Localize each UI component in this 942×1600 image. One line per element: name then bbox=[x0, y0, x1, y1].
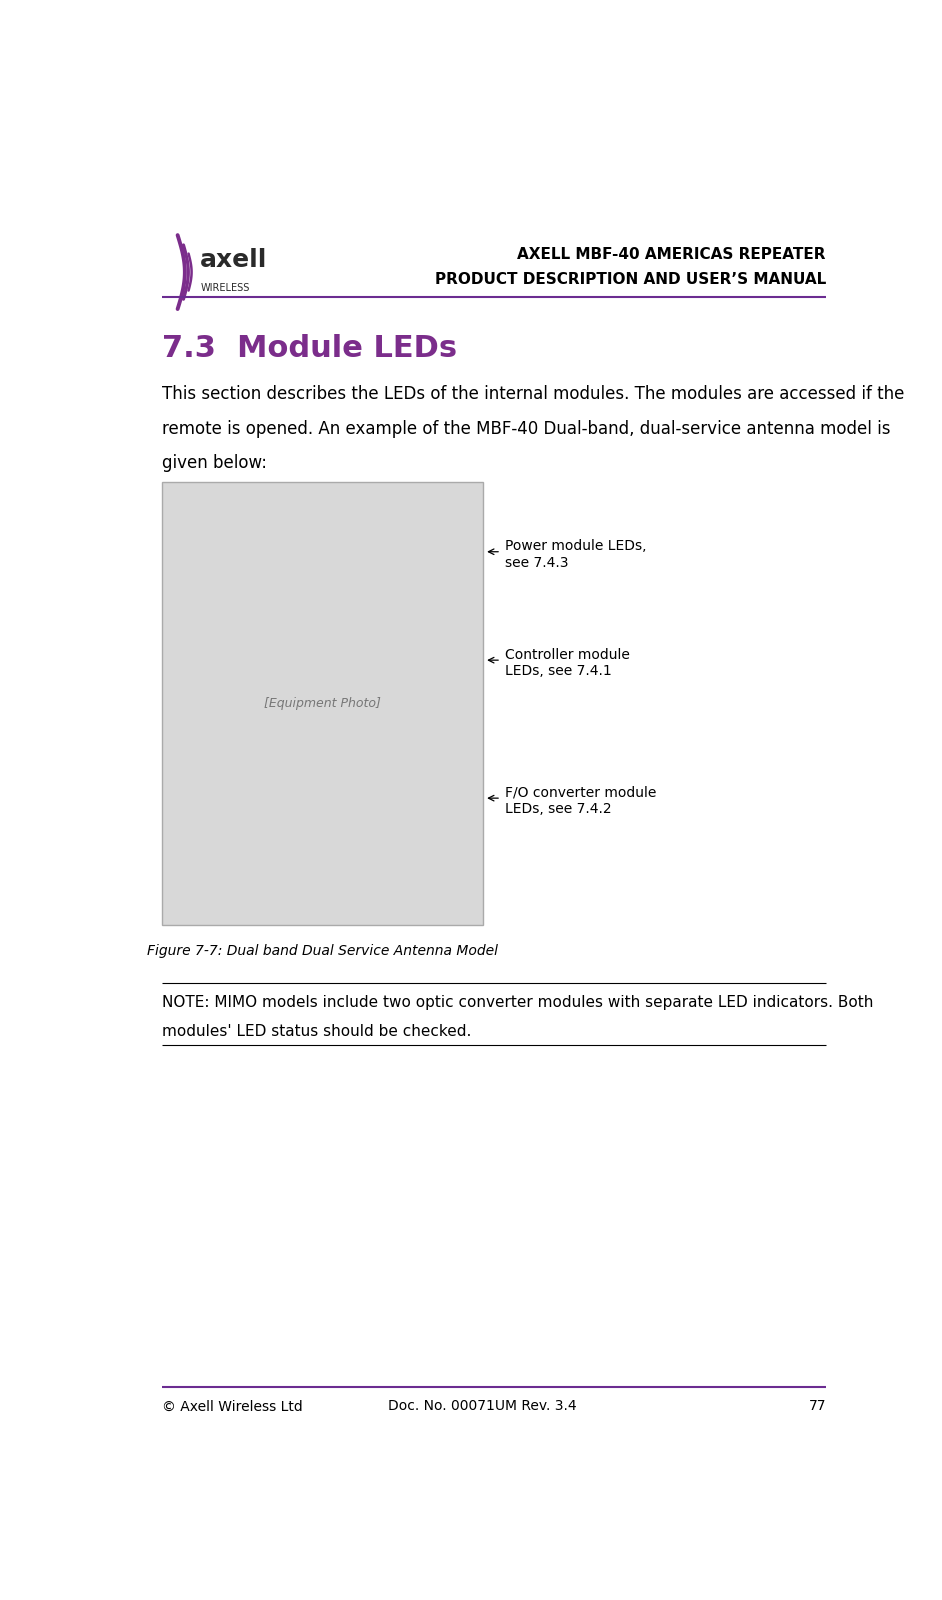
Text: remote is opened. An example of the MBF-40 Dual-band, dual-service antenna model: remote is opened. An example of the MBF-… bbox=[162, 419, 890, 438]
Text: AXELL MBF-40 AMERICAS REPEATER: AXELL MBF-40 AMERICAS REPEATER bbox=[517, 248, 826, 262]
Text: Figure 7-7: Dual band Dual Service Antenna Model: Figure 7-7: Dual band Dual Service Anten… bbox=[147, 944, 497, 957]
Text: [Equipment Photo]: [Equipment Photo] bbox=[264, 696, 381, 710]
Text: modules' LED status should be checked.: modules' LED status should be checked. bbox=[162, 1024, 471, 1038]
Text: NOTE: MIMO models include two optic converter modules with separate LED indicato: NOTE: MIMO models include two optic conv… bbox=[162, 995, 873, 1010]
FancyBboxPatch shape bbox=[162, 482, 483, 925]
Text: WIRELESS: WIRELESS bbox=[201, 283, 250, 293]
Text: given below:: given below: bbox=[162, 454, 267, 472]
Text: This section describes the LEDs of the internal modules. The modules are accesse: This section describes the LEDs of the i… bbox=[162, 386, 904, 403]
Text: PRODUCT DESCRIPTION AND USER’S MANUAL: PRODUCT DESCRIPTION AND USER’S MANUAL bbox=[434, 272, 826, 286]
Text: Controller module
LEDs, see 7.4.1: Controller module LEDs, see 7.4.1 bbox=[505, 648, 629, 678]
Text: F/O converter module
LEDs, see 7.4.2: F/O converter module LEDs, see 7.4.2 bbox=[505, 786, 656, 816]
Text: © Axell Wireless Ltd: © Axell Wireless Ltd bbox=[162, 1400, 302, 1413]
Text: axell: axell bbox=[201, 248, 268, 272]
Text: Power module LEDs,
see 7.4.3: Power module LEDs, see 7.4.3 bbox=[505, 539, 646, 570]
Text: 77: 77 bbox=[808, 1400, 826, 1413]
Text: Doc. No. 00071UM Rev. 3.4: Doc. No. 00071UM Rev. 3.4 bbox=[388, 1400, 577, 1413]
Text: 7.3  Module LEDs: 7.3 Module LEDs bbox=[162, 334, 457, 363]
